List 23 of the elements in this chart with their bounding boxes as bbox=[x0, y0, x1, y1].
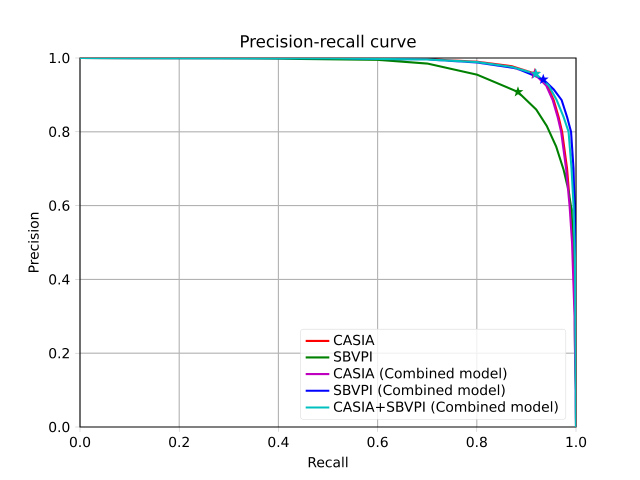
x-tick-label: 0.4 bbox=[268, 436, 289, 448]
legend-label: CASIA (Combined model) bbox=[334, 368, 506, 380]
legend-label: CASIA bbox=[334, 334, 374, 346]
x-tick-label: 0.0 bbox=[70, 436, 90, 448]
point bbox=[538, 74, 548, 84]
x-axis-title: Recall bbox=[308, 456, 348, 468]
legend-label: SBVPI (Combined model) bbox=[334, 384, 505, 397]
legend-label: SBVPI bbox=[334, 351, 372, 362]
y-tick-label: 0.0 bbox=[49, 422, 70, 432]
y-tick-label: 0.2 bbox=[49, 348, 69, 358]
point bbox=[513, 86, 523, 96]
legend-label: CASIA+SBVPI (Combined model) bbox=[334, 401, 558, 414]
y-tick-label: 0.6 bbox=[49, 200, 70, 211]
y-tick-label: 0.4 bbox=[49, 274, 70, 285]
y-tick-label: 0.8 bbox=[49, 126, 70, 138]
chart-title: Precision-recall curve bbox=[241, 34, 416, 48]
x-tick-label: 0.8 bbox=[466, 436, 487, 448]
line-series bbox=[80, 58, 576, 427]
x-tick-label: 0.2 bbox=[169, 436, 189, 448]
y-tick-label: 1.0 bbox=[50, 52, 70, 64]
x-tick-label: 1.0 bbox=[566, 436, 586, 448]
y-axis-title: Precision bbox=[28, 212, 39, 272]
x-tick-label: 0.6 bbox=[368, 436, 388, 448]
